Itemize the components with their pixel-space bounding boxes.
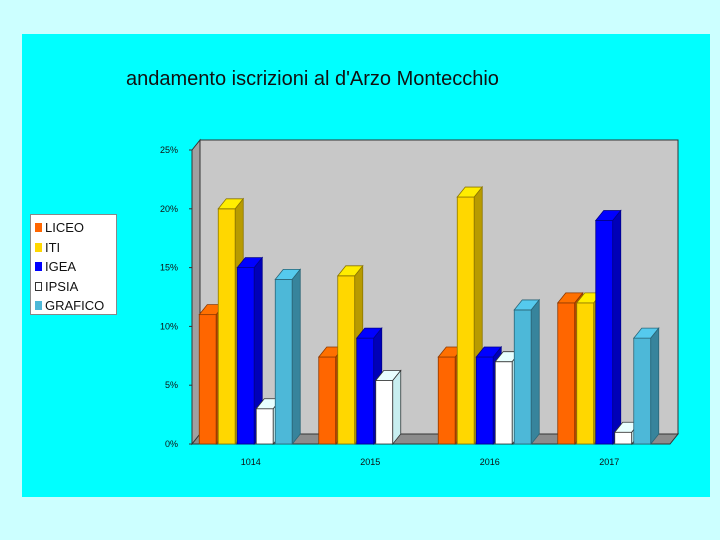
y-tick-label: 25% <box>160 145 178 155</box>
x-tick-label: 2016 <box>480 457 500 467</box>
bar-side-ipsia-2015 <box>392 369 402 446</box>
y-tick-label: 0% <box>165 439 178 449</box>
legend-swatch <box>35 223 42 233</box>
bar-ipsia-2017 <box>614 431 633 445</box>
bar-iti-2017 <box>576 302 595 445</box>
legend-label: ITI <box>45 239 61 255</box>
bar-side-igea-2017 <box>612 209 622 446</box>
bar-iti-2016 <box>456 196 475 445</box>
bar-side-grafico-1014 <box>291 268 301 446</box>
legend-label: IGEA <box>45 259 77 275</box>
chart-legend: LICEO ITI IGEA IPSIA GRAFICO <box>30 214 117 315</box>
bar-igea-2016 <box>475 356 494 445</box>
bar-igea-2015 <box>356 337 375 445</box>
bar-grafico-2017 <box>633 337 652 445</box>
bar-liceo-2015 <box>318 356 337 445</box>
bar-igea-2017 <box>595 220 614 445</box>
bar-liceo-2016 <box>437 356 456 445</box>
bar-liceo-1014 <box>198 314 217 445</box>
bar-ipsia-1014 <box>255 408 274 445</box>
bar-side-grafico-2017 <box>650 327 660 446</box>
bar-iti-1014 <box>217 208 236 445</box>
legend-swatch <box>35 262 42 272</box>
x-tick-label: 2015 <box>360 457 380 467</box>
y-tick-label: 15% <box>160 263 178 273</box>
chart-title: andamento iscrizioni al d'Arzo Montecchi… <box>126 68 499 90</box>
legend-item-liceo: LICEO <box>35 218 116 238</box>
legend-item-grafico: GRAFICO <box>35 296 116 316</box>
y-tick-label: 10% <box>160 321 178 331</box>
bar-grafico-1014 <box>274 278 293 445</box>
legend-swatch <box>35 281 42 291</box>
y-tick-label: 5% <box>165 380 178 390</box>
x-tick-label: 2017 <box>599 457 619 467</box>
legend-swatch <box>35 301 42 311</box>
bar-iti-2015 <box>337 275 356 445</box>
bar-igea-1014 <box>236 267 255 445</box>
x-tick-label: 1014 <box>241 457 261 467</box>
bar-ipsia-2016 <box>494 361 513 445</box>
legend-label: LICEO <box>45 220 85 236</box>
legend-item-igea: IGEA <box>35 257 116 277</box>
bar-ipsia-2015 <box>375 380 394 445</box>
bar-liceo-2017 <box>557 302 576 445</box>
legend-item-ipsia: IPSIA <box>35 277 116 297</box>
legend-swatch <box>35 242 42 252</box>
slide-area: andamento iscrizioni al d'Arzo Montecchi… <box>22 34 710 497</box>
bar-grafico-2016 <box>513 309 532 445</box>
y-tick-label: 20% <box>160 204 178 214</box>
legend-item-iti: ITI <box>35 238 116 258</box>
bar-chart: 0% 5% 10% 15% 20% 25% 1014 2015 2016 2017 <box>160 138 680 467</box>
legend-label: IPSIA <box>45 278 79 294</box>
bar-side-grafico-2016 <box>530 298 540 446</box>
plot-side-wall <box>191 138 201 446</box>
legend-label: GRAFICO <box>45 298 105 314</box>
